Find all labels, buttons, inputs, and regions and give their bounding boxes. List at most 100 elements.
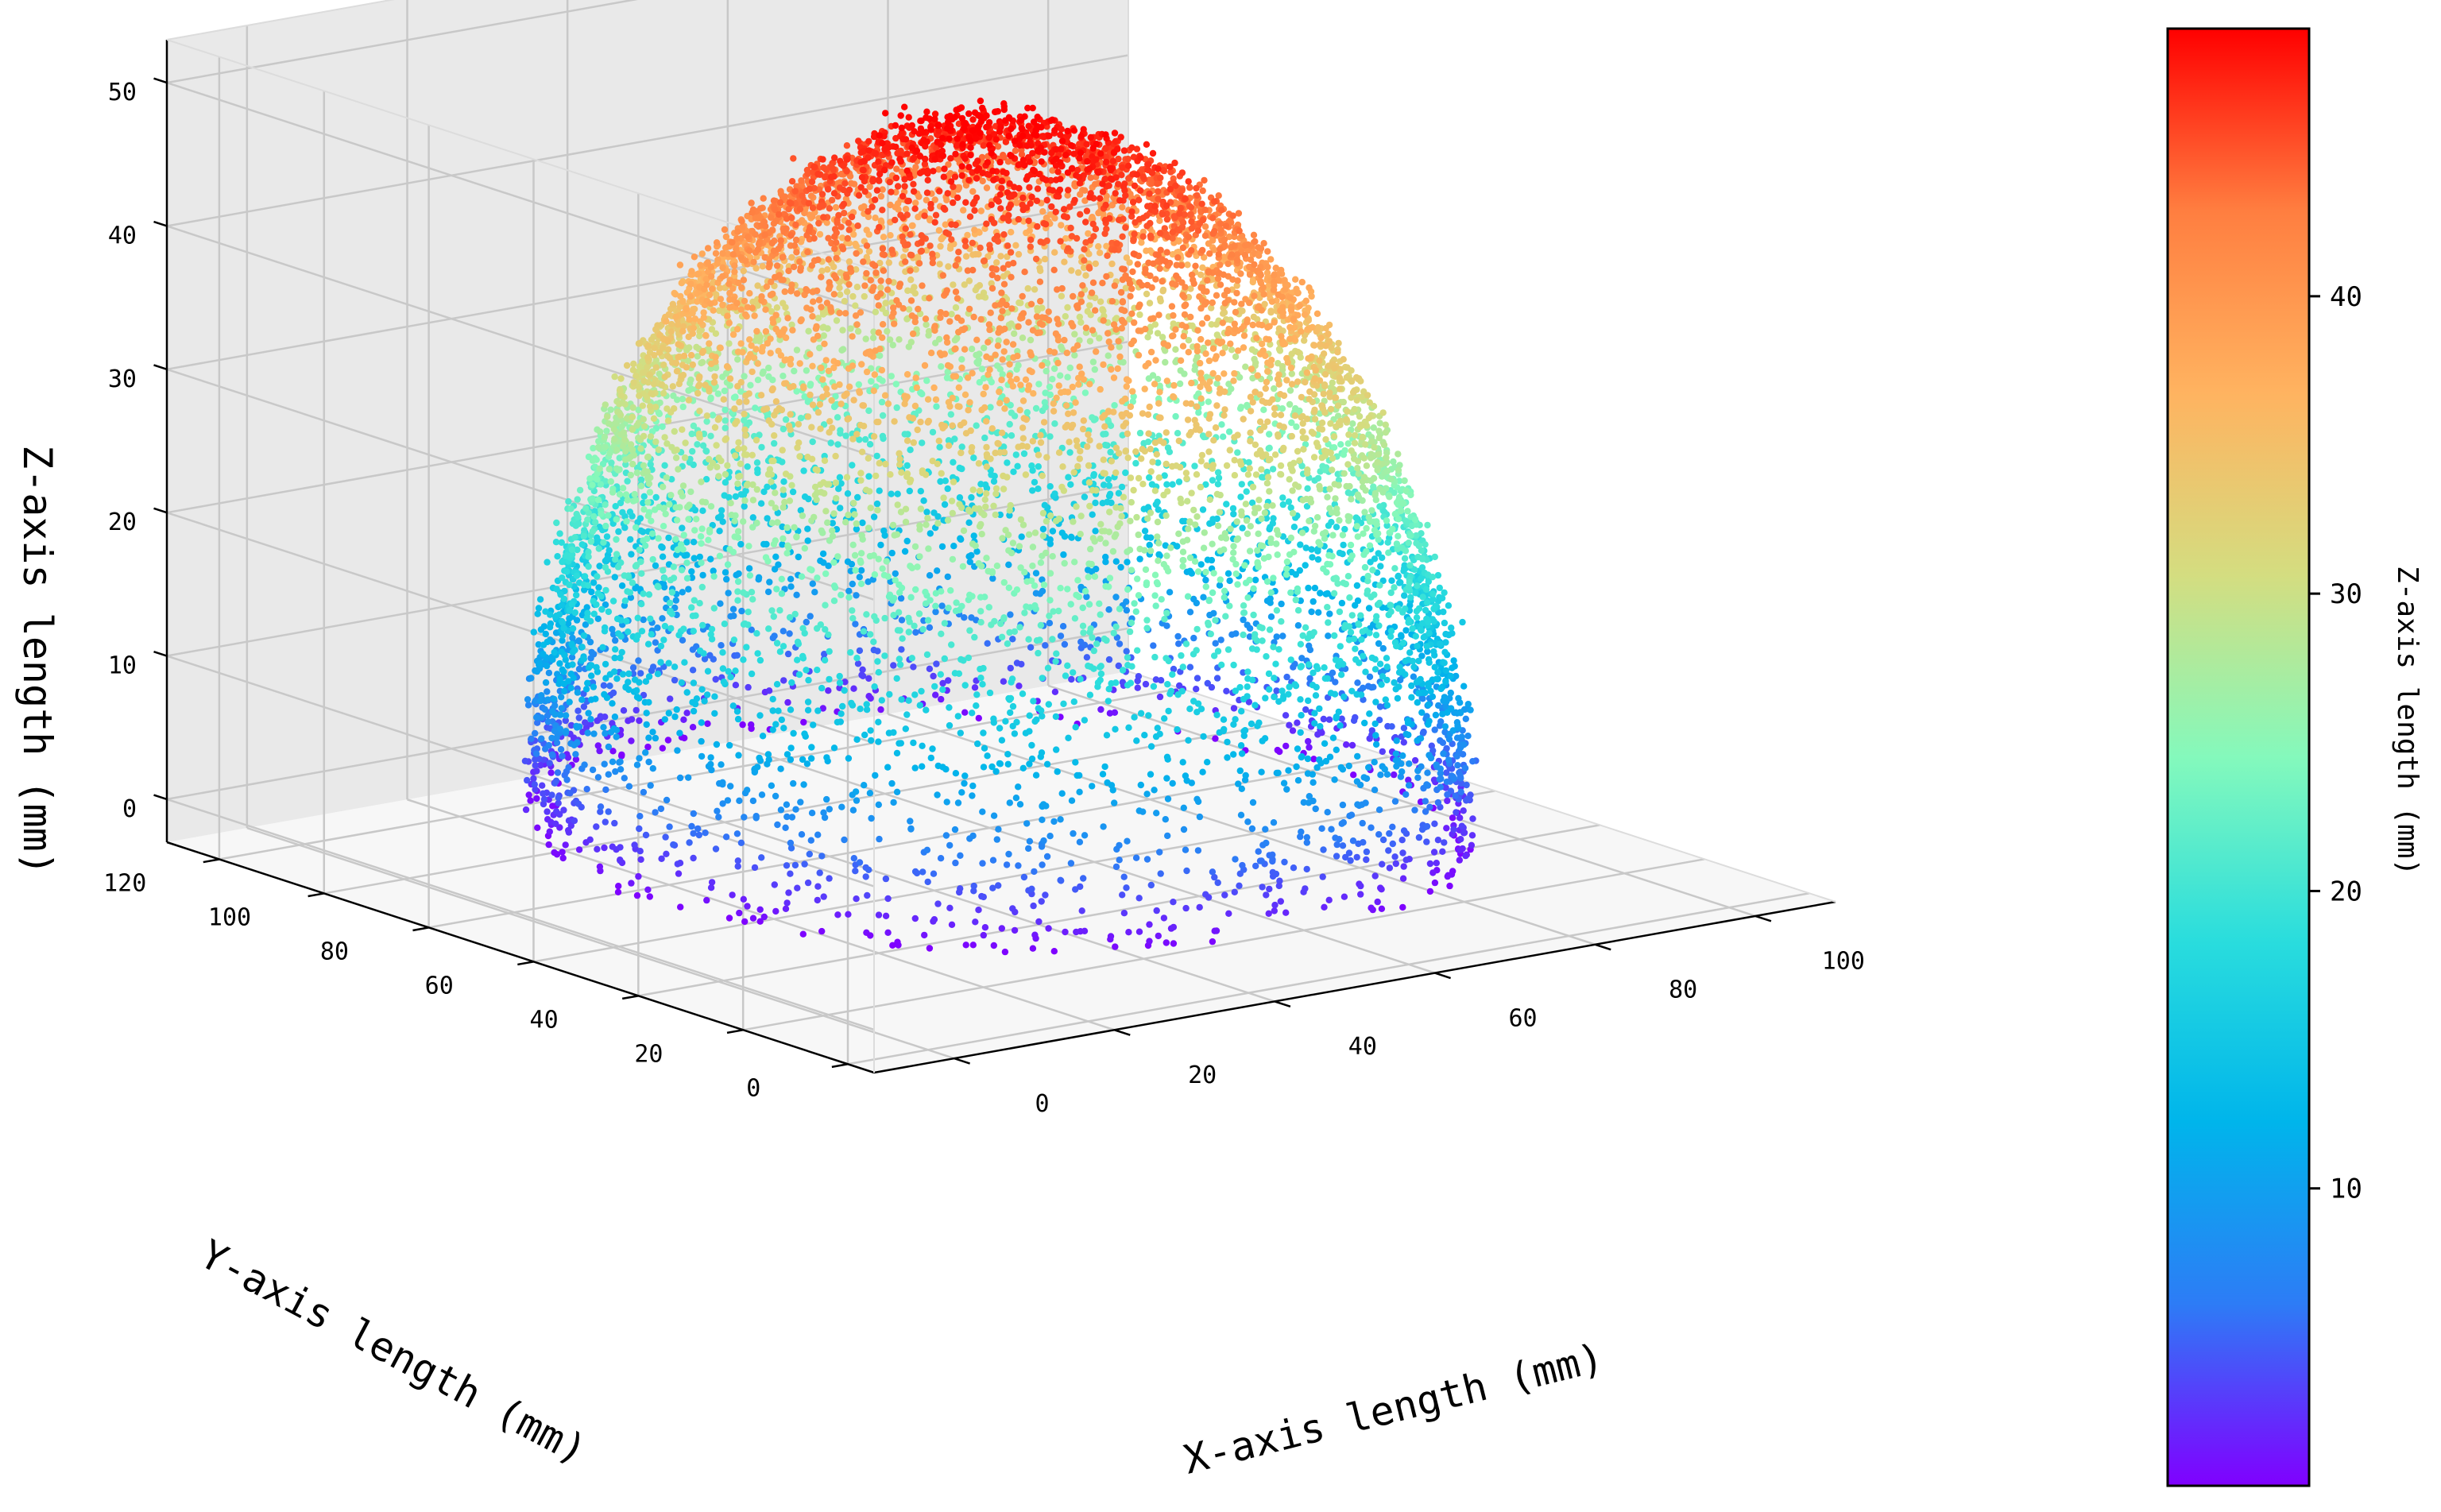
scatter-point <box>704 245 712 252</box>
scatter-point <box>773 681 781 688</box>
scatter-point <box>754 764 761 771</box>
scatter-point <box>738 284 745 292</box>
scatter-point <box>875 418 882 426</box>
scatter-point <box>912 628 919 636</box>
scatter-point <box>1019 126 1026 133</box>
scatter-point <box>776 648 784 655</box>
scatter-point <box>628 716 636 723</box>
scatter-point <box>607 478 614 485</box>
scatter-point <box>1105 655 1113 663</box>
scatter-point <box>872 196 879 203</box>
scatter-point <box>688 604 695 611</box>
scatter-point <box>974 157 981 164</box>
scatter-point <box>839 702 846 710</box>
scatter-point <box>625 628 632 636</box>
scatter-point <box>882 309 890 317</box>
scatter-point <box>621 775 628 782</box>
scatter-point <box>672 597 679 604</box>
scatter-point <box>959 141 966 148</box>
scatter-point <box>628 551 635 558</box>
scatter-point <box>641 542 649 549</box>
scatter-point <box>682 439 689 447</box>
scatter-point <box>696 373 703 381</box>
scatter-point <box>525 791 532 799</box>
scatter-point <box>853 525 861 533</box>
scatter-point <box>704 720 711 727</box>
scatter-point <box>1186 609 1194 616</box>
scatter-point <box>688 822 695 830</box>
scatter-point <box>866 441 874 448</box>
scatter-point <box>671 405 678 412</box>
scatter-point <box>648 631 655 638</box>
scatter-point <box>685 586 692 593</box>
scatter-point <box>803 367 810 374</box>
scatter-point <box>808 262 815 269</box>
scatter-point <box>1172 412 1179 420</box>
scatter-point <box>804 706 812 713</box>
scatter-point <box>551 711 559 718</box>
scatter-point <box>836 381 843 389</box>
scatter-point <box>1049 528 1057 535</box>
scatter-point <box>542 679 550 686</box>
scatter-point <box>556 725 564 733</box>
scatter-point <box>1096 334 1103 342</box>
scatter-point <box>604 413 611 420</box>
scatter-point <box>631 490 638 498</box>
scatter-point <box>853 655 861 662</box>
scatter-point <box>845 587 853 595</box>
scatter-point <box>666 599 674 607</box>
scatter-point <box>1144 438 1152 446</box>
scatter-point <box>694 389 702 397</box>
scatter-point <box>1116 343 1123 350</box>
scatter-point <box>650 415 658 422</box>
scatter-point <box>690 628 697 635</box>
scatter-point <box>784 698 791 706</box>
scatter-point <box>1083 654 1091 661</box>
scatter-point <box>749 209 756 216</box>
scatter-point <box>683 551 691 559</box>
scatter-point <box>859 519 866 527</box>
scatter-point <box>627 536 634 543</box>
scatter-point <box>737 460 745 467</box>
scatter-point <box>554 553 561 560</box>
scatter-point <box>710 307 717 314</box>
scatter-point <box>545 741 552 749</box>
scatter-point <box>1064 373 1071 381</box>
scatter-point <box>992 108 1000 115</box>
scatter-point <box>614 888 622 896</box>
scatter-point <box>630 379 637 386</box>
scatter-point <box>644 640 652 648</box>
scatter-point <box>524 696 532 703</box>
scatter-point <box>783 550 791 557</box>
scatter-point <box>740 267 747 275</box>
scatter-point <box>956 494 964 501</box>
scatter-point <box>787 583 795 590</box>
scatter-point <box>541 706 548 713</box>
scatter-point <box>970 454 977 462</box>
scatter-point <box>617 857 624 864</box>
scatter-point <box>838 223 845 230</box>
scatter-point <box>1068 534 1075 541</box>
scatter-point <box>1043 367 1050 375</box>
scatter-point <box>1200 594 1207 601</box>
scatter-point <box>787 286 795 293</box>
scatter-point <box>719 301 726 309</box>
scatter-point <box>596 465 603 473</box>
scatter-point <box>737 388 745 395</box>
scatter-point <box>816 230 824 238</box>
scatter-point <box>652 326 660 333</box>
y-grid-floor <box>323 721 1286 895</box>
scatter-point <box>907 297 915 304</box>
scatter-point <box>687 280 694 288</box>
scatter-point <box>602 586 609 594</box>
scatter-point <box>929 250 936 257</box>
scatter-point <box>782 824 789 832</box>
scatter-point <box>578 803 585 811</box>
scatter-point <box>816 869 823 876</box>
scatter-point <box>587 617 594 625</box>
scatter-point <box>847 265 854 272</box>
scatter-point <box>875 302 882 309</box>
scatter-point <box>962 199 969 206</box>
scatter-point <box>826 648 833 655</box>
scatter-point <box>845 280 853 288</box>
